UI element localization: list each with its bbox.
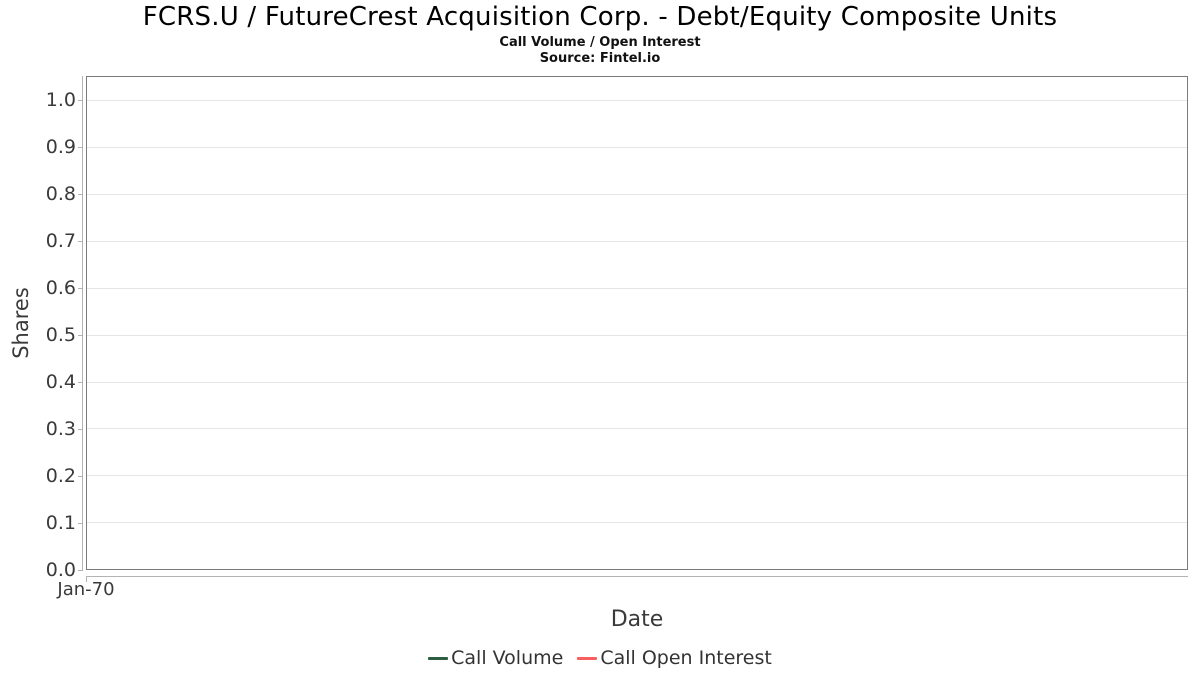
legend-label: Call Volume <box>451 647 564 669</box>
gridline <box>87 241 1187 242</box>
y-tick-mark <box>78 146 83 148</box>
y-tick-label: 0.6 <box>45 276 76 299</box>
x-tick-label: Jan-70 <box>57 579 115 600</box>
gridline <box>87 287 1187 289</box>
y-tick-mark <box>78 240 83 242</box>
line-swatch-icon <box>577 656 598 660</box>
gridline <box>87 194 1187 196</box>
plot-area <box>86 76 1188 570</box>
y-tick-label: 1.0 <box>45 88 76 111</box>
gridline <box>87 100 1187 102</box>
y-tick-mark <box>78 475 83 477</box>
chart-source: Source: Fintel.io <box>539 51 661 66</box>
gridline <box>87 522 1187 524</box>
gridline <box>87 147 1187 149</box>
y-tick-label: 0.5 <box>45 323 76 346</box>
gridline <box>87 475 1187 477</box>
y-tick-label: 0.8 <box>45 182 76 205</box>
y-tick-mark <box>78 99 83 101</box>
y-tick-label: 0.1 <box>45 511 76 534</box>
chart-subtitle: Call Volume / Open Interest <box>499 35 701 50</box>
y-tick-label: 0.4 <box>45 370 76 393</box>
gridline <box>87 428 1187 430</box>
y-tick-mark <box>78 522 83 524</box>
y-tick-mark <box>78 428 83 430</box>
y-tick-label: 0.2 <box>45 464 76 487</box>
legend-label: Call Open Interest <box>600 647 772 669</box>
y-tick-mark <box>78 193 83 195</box>
y-tick-mark <box>78 570 83 571</box>
y-tick-labels: 1.0 0.9 0.8 0.7 0.6 0.5 0.4 0.3 0.2 0.1 0.0 <box>0 76 76 581</box>
gridline <box>87 334 1187 336</box>
y-tick-label: 0.0 <box>45 559 76 581</box>
legend: Call Volume Call Open Interest <box>0 647 1200 669</box>
y-tick-label: 0.3 <box>45 417 76 440</box>
y-tick-label: 0.9 <box>45 135 76 158</box>
y-tick-mark <box>78 381 83 383</box>
gridline <box>87 381 1187 383</box>
legend-item-call-volume[interactable]: Call Volume <box>428 647 563 669</box>
y-axis-line <box>82 76 83 570</box>
line-swatch-icon <box>428 656 449 660</box>
y-tick-mark <box>78 334 83 336</box>
legend-item-call-open-interest[interactable]: Call Open Interest <box>577 647 772 669</box>
y-tick-marks <box>78 76 83 571</box>
chart-title: FCRS.U / FutureCrest Acquisition Corp. -… <box>142 2 1058 32</box>
y-tick-label: 0.7 <box>45 229 76 252</box>
x-axis-title: Date <box>610 607 664 632</box>
y-tick-mark <box>78 287 83 289</box>
x-tick-mark <box>86 577 87 582</box>
x-axis-line <box>86 576 1188 577</box>
